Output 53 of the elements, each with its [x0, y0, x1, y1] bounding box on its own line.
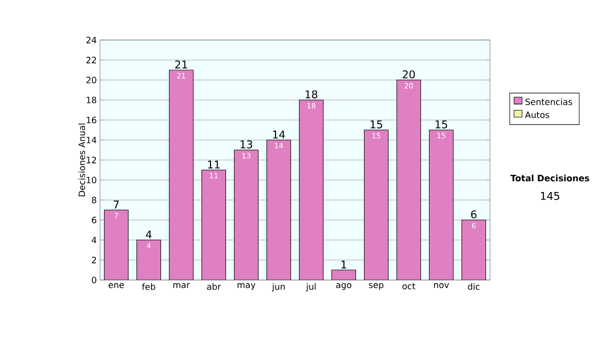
total-label: 20 — [402, 70, 415, 78]
total-label: 4 — [146, 230, 152, 238]
y-tick-label: 14 — [86, 136, 96, 144]
legend-label: Sentencias — [526, 98, 572, 106]
total-label: 21 — [175, 60, 188, 68]
total-label: 6 — [471, 210, 476, 218]
legend-label: Autos — [525, 112, 550, 118]
x-tick-label: mar — [173, 283, 190, 288]
y-tick-label: 18 — [86, 96, 96, 104]
bar — [202, 170, 226, 280]
bar — [364, 130, 388, 280]
y-tick-label: 8 — [92, 196, 96, 204]
bar — [136, 240, 161, 280]
bar — [396, 80, 421, 280]
y-tick-label: 6 — [92, 216, 96, 224]
bar — [429, 130, 454, 280]
total-label: 13 — [240, 140, 252, 148]
y-tick-label: 2 — [92, 256, 96, 264]
x-tick-label: oct — [402, 283, 416, 290]
x-tick-label: ago — [336, 283, 352, 290]
bar — [104, 210, 128, 280]
y-tick-label: 10 — [86, 176, 96, 184]
x-tick-label: sep — [369, 283, 384, 290]
total-label: 15 — [436, 120, 448, 128]
total-label: 15 — [370, 120, 382, 128]
total-label: 18 — [306, 90, 318, 98]
y-tick-label: 24 — [86, 36, 96, 44]
y-tick-label: 20 — [86, 76, 96, 84]
total-label: 1 — [342, 260, 346, 268]
total-label: 7 — [114, 200, 119, 208]
x-tick-label: dic — [468, 283, 480, 290]
text: 145 — [540, 192, 560, 200]
bar — [461, 220, 486, 280]
y-tick-label: 4 — [92, 236, 96, 244]
y-tick-label: 12 — [86, 156, 96, 164]
total-label: 11 — [208, 160, 220, 168]
x-tick-label: feb — [142, 283, 156, 290]
y-tick-label: 16 — [86, 116, 96, 124]
y-tick-label: 22 — [86, 56, 96, 64]
text: Total Decisiones — [510, 174, 590, 182]
bar — [169, 70, 194, 280]
y-axis-title: Decisiones Anual — [78, 124, 86, 196]
x-tick-label: may — [238, 283, 256, 290]
x-tick-label: nov — [434, 283, 449, 288]
bar — [266, 140, 291, 280]
total-label: 14 — [273, 130, 285, 138]
bar — [299, 100, 324, 280]
x-tick-label: jun — [272, 283, 285, 292]
y-tick-label: 0 — [92, 276, 96, 284]
x-tick-label: ene — [108, 283, 124, 288]
x-tick-label: jul — [306, 283, 316, 292]
bar — [234, 150, 258, 280]
x-tick-label: abr — [207, 283, 221, 290]
